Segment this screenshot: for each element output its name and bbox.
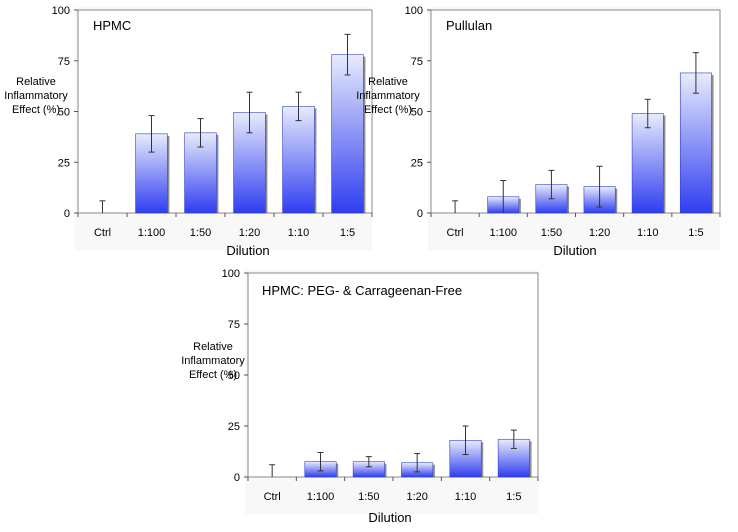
x-tick-label: Ctrl [447,227,464,239]
y-tick-label: 50 [58,107,70,119]
x-tick-label: 1:100 [138,227,166,239]
y-axis-label-line: Inflammatory [4,90,68,102]
y-axis-label: Relative Inflammatory Effect (%) [356,76,420,116]
y-tick-label: 100 [52,5,70,17]
y-axis-label-line: Inflammatory [356,90,420,102]
chart-title: HPMC [93,18,131,33]
chart-panel-3: HPMC: PEG- & Carrageenan-Free 0 25 50 75 100 R… [181,268,539,525]
x-tick-label: 1:20 [239,227,260,239]
y-axis-label-line: Relative [16,76,56,88]
y-tick-label: 25 [411,157,423,169]
y-tick-label: 50 [411,107,423,119]
x-axis-label: Dilution [553,243,596,258]
x-tick-label: 1:50 [541,227,562,239]
chart-panel-2: Pullulan 0 25 50 75 100 Relative Inflammatory Ef… [356,5,721,258]
y-tick-label: 0 [417,208,423,220]
y-axis-label: Relative Inflammatory Effect (%) [181,341,245,381]
chart-title: HPMC: PEG- & Carrageenan-Free [262,283,462,298]
chart-panel-1: HPMC 0 25 50 75 100 Relative Inflammatory Effect… [4,5,373,258]
y-tick-label: 0 [64,208,70,220]
x-tick-label: 1:10 [455,491,476,503]
x-tick-label: Ctrl [264,491,281,503]
plot-area [247,272,539,478]
x-tick-label: 1:20 [589,227,610,239]
bar [631,113,664,214]
y-axis-label-line: Inflammatory [181,355,245,367]
y-axis-label-line: Relative [368,76,408,88]
chart-title: Pullulan [446,18,492,33]
x-tick-label: 1:10 [288,227,309,239]
x-tick-label: 1:10 [637,227,658,239]
x-tick-label: 1:5 [688,227,703,239]
y-axis-label: Relative Inflammatory Effect (%) [4,76,68,116]
x-tick-label: Ctrl [94,227,111,239]
plot-area [77,9,373,214]
x-tick-label: 1:5 [506,491,521,503]
y-tick-label: 0 [234,472,240,484]
x-axis-label: Dilution [226,243,269,258]
y-tick-label: 25 [228,421,240,433]
y-axis-label-line: Effect (%) [12,104,60,116]
bar [679,72,712,214]
x-axis-label: Dilution [368,510,411,525]
y-tick-label: 25 [58,157,70,169]
y-tick-label: 75 [228,319,240,331]
x-tick-label: 1:5 [340,227,355,239]
y-axis-label-line: Effect (%) [364,104,412,116]
x-tick-label: 1:50 [190,227,211,239]
y-axis-label-line: Effect (%) [189,369,237,381]
y-tick-label: 75 [58,56,70,68]
bar [331,54,364,214]
x-tick-label: 1:100 [307,491,335,503]
y-tick-label: 75 [411,56,423,68]
plot-area [430,9,721,214]
x-tick-label: 1:20 [406,491,427,503]
bar [282,106,315,214]
y-axis-label-line: Relative [193,341,233,353]
y-tick-label: 100 [222,268,240,280]
x-tick-label: 1:50 [358,491,379,503]
x-tick-label: 1:100 [489,227,517,239]
y-tick-label: 50 [228,370,240,382]
y-tick-label: 100 [405,5,423,17]
